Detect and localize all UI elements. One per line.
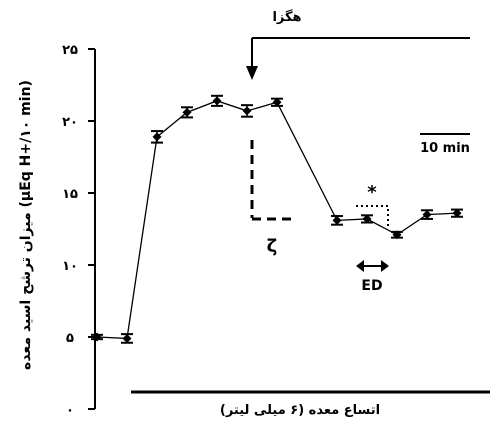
ed-label: ED bbox=[361, 278, 382, 294]
data-point bbox=[92, 332, 102, 342]
data-point bbox=[392, 230, 402, 240]
zeta-label: ζ bbox=[267, 236, 278, 257]
data-point bbox=[422, 210, 432, 220]
y-tick-label: ۱۰ bbox=[62, 259, 78, 274]
data-point bbox=[332, 215, 342, 225]
data-point bbox=[242, 106, 252, 116]
ed-arrow-left bbox=[356, 260, 364, 272]
data-point bbox=[362, 214, 372, 224]
x-axis-label: اتساع معده (۶ میلی لیتر) bbox=[220, 403, 380, 418]
y-axis-label: میزان ترشح اسید معده (μEq H+/۱۰ min) bbox=[18, 80, 34, 370]
y-tick-label: ۲۵ bbox=[62, 43, 78, 58]
y-tick-label: ۱۵ bbox=[62, 187, 78, 202]
ed-arrow-right bbox=[381, 260, 389, 272]
data-point bbox=[452, 208, 462, 218]
series-group bbox=[91, 94, 463, 344]
significance-bracket bbox=[356, 205, 389, 228]
data-point bbox=[212, 96, 222, 106]
drug-arrow-head bbox=[246, 66, 258, 80]
data-point bbox=[152, 132, 162, 142]
y-tick-label: ۰ bbox=[66, 403, 74, 418]
time-scale-label: 10 min bbox=[420, 141, 470, 156]
series-line bbox=[96, 100, 458, 340]
y-ticks: ۰ ۵ ۱۰ ۱۵ ۲۰ ۲۵ bbox=[62, 43, 95, 418]
significance-star: * bbox=[367, 182, 377, 203]
data-point bbox=[272, 97, 282, 107]
data-point bbox=[122, 333, 132, 343]
y-tick-label: ۲۰ bbox=[62, 115, 78, 130]
y-tick-label: ۵ bbox=[66, 331, 74, 346]
data-point bbox=[182, 107, 192, 117]
drug-label: هگزا bbox=[272, 9, 301, 25]
